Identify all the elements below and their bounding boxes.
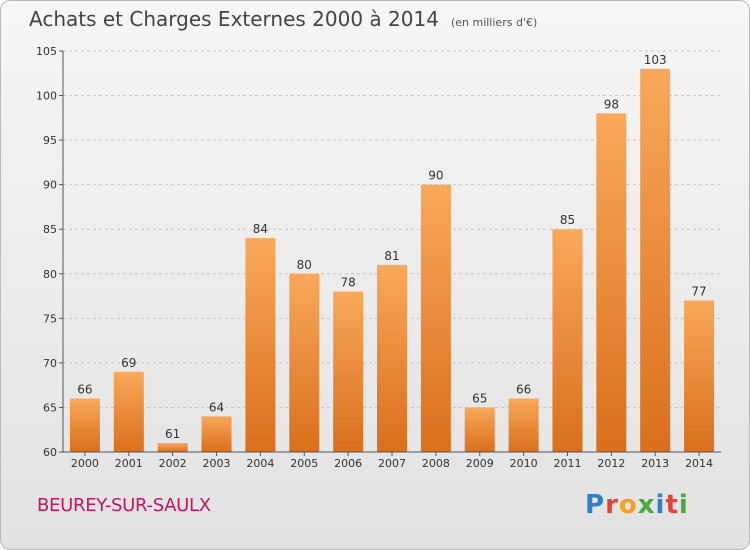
x-tick-label: 2010 (510, 457, 538, 470)
bar-2014 (684, 300, 715, 452)
bar-2003 (201, 416, 232, 452)
data-label-2012: 98 (604, 97, 619, 111)
bar-2007 (377, 264, 407, 452)
data-label-2010: 66 (516, 383, 531, 397)
x-tick-label: 2006 (334, 457, 362, 470)
x-tick-label: 2002 (159, 457, 187, 470)
data-label-2007: 81 (384, 249, 399, 263)
y-tick-label: 100 (36, 90, 57, 103)
y-tick-label: 80 (43, 268, 57, 281)
data-labels: 66 69 61 64 84 80 78 81 90 65 66 85 98 103 77 (77, 53, 706, 441)
x-tick-label: 2012 (597, 457, 625, 470)
data-label-2008: 90 (428, 169, 443, 183)
data-label-2006: 78 (340, 276, 355, 290)
logo-letter: i (678, 490, 689, 520)
y-tick-label: 95 (43, 134, 57, 147)
x-tick-label: 2008 (422, 457, 450, 470)
y-tick-label: 85 (43, 223, 57, 236)
proxiti-logo[interactable]: Proxiti (585, 490, 689, 520)
data-label-2004: 84 (253, 222, 268, 236)
bar-2008 (420, 184, 451, 452)
data-label-2000: 66 (77, 383, 92, 397)
x-tick-label: 2004 (246, 457, 274, 470)
logo-letter: i (655, 490, 666, 520)
y-tick-label: 60 (43, 446, 57, 459)
axes: 60 65 70 75 80 85 90 95 100 105 2000 2001 2002 2003 20… (36, 45, 721, 470)
x-tick-label: 2005 (290, 457, 318, 470)
x-tick-label: 2013 (641, 457, 669, 470)
bar-2011 (552, 229, 583, 452)
bar-2009 (464, 407, 495, 452)
y-tick-label: 70 (43, 357, 57, 370)
commune-name: BEUREY-SUR-SAULX (37, 495, 211, 516)
chart-title: Achats et Charges Externes 2000 à 2014 (29, 7, 439, 31)
data-label-2001: 69 (121, 356, 136, 370)
bar-2013 (640, 68, 671, 453)
x-tick-label: 2014 (685, 457, 713, 470)
data-label-2013: 103 (644, 53, 667, 67)
bar-2006 (333, 291, 364, 452)
x-tick-label: 2000 (71, 457, 99, 470)
data-label-2014: 77 (691, 285, 706, 299)
x-tick-label: 2009 (466, 457, 494, 470)
bar-2002 (157, 443, 188, 452)
data-label-2003: 64 (209, 400, 224, 414)
x-tick-label: 2011 (553, 457, 581, 470)
y-tick-label: 65 (43, 401, 57, 414)
x-tick-label: 2001 (115, 457, 143, 470)
data-label-2005: 80 (297, 258, 312, 272)
x-tick-label: 2007 (378, 457, 406, 470)
chart-unit: (en milliers d'€) (450, 16, 538, 29)
x-tick-label: 2003 (203, 457, 231, 470)
data-label-2002: 61 (165, 427, 180, 441)
logo-letter: x (637, 490, 656, 520)
bar-2004 (245, 238, 276, 452)
logo-letter: o (618, 490, 638, 520)
data-label-2009: 65 (472, 391, 487, 405)
logo-letter: r (605, 490, 619, 520)
logo-letter: P (585, 490, 606, 520)
bar-2000 (69, 398, 100, 452)
bar-2005 (289, 273, 320, 452)
y-tick-label: 75 (43, 312, 57, 325)
logo-letter: t (665, 490, 679, 520)
y-tick-label: 105 (36, 45, 57, 58)
bar-2010 (508, 398, 539, 452)
bar-2012 (596, 113, 627, 452)
data-label-2011: 85 (560, 213, 575, 227)
y-tick-label: 90 (43, 179, 57, 192)
bars (69, 68, 715, 453)
bar-2001 (113, 371, 144, 452)
chart-title-block: Achats et Charges Externes 2000 à 2014 (e… (29, 7, 537, 31)
